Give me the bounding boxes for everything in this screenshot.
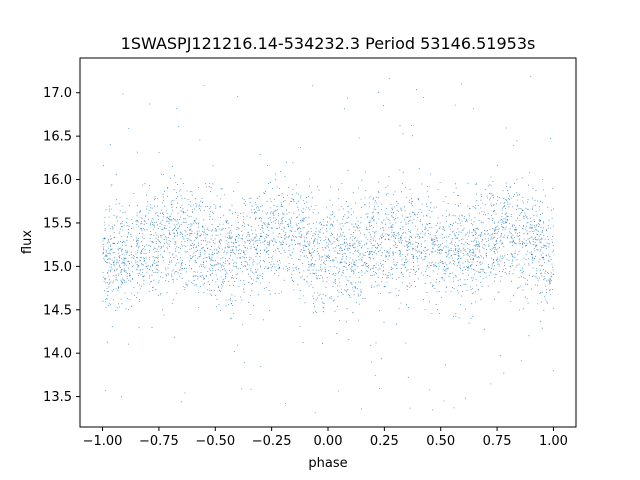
- y-tick-label: 15.0: [43, 260, 72, 275]
- plot-frame: [79, 57, 577, 428]
- chart-title: 1SWASPJ121216.14-534232.3 Period 53146.5…: [121, 34, 536, 53]
- y-axis-label: flux: [20, 230, 35, 254]
- x-tick-label: 0.75: [483, 434, 512, 449]
- y-tick-label: 15.5: [43, 216, 72, 231]
- y-axis-ticks: 13.5 14.0 14.5 15.0 15.5 16.0 16.5 17.0: [43, 86, 80, 405]
- x-tick-label: −1.00: [83, 434, 123, 449]
- x-tick-label: 0.50: [426, 434, 455, 449]
- scatter-points: [102, 75, 554, 414]
- y-tick-label: 16.0: [43, 173, 72, 188]
- y-tick-label: 17.0: [43, 86, 72, 101]
- x-tick-label: 0.00: [314, 434, 343, 449]
- x-axis-ticks: −1.00 −0.75 −0.50 −0.25 0.00 0.25 0.50 0.75 1.00: [83, 427, 568, 449]
- y-tick-label: 16.5: [43, 130, 72, 145]
- y-tick-label: 13.5: [43, 390, 72, 405]
- plot-area: [80, 58, 576, 427]
- x-axis-label: phase: [308, 456, 347, 471]
- data-points: [102, 75, 554, 414]
- x-tick-label: −0.50: [195, 434, 235, 449]
- x-tick-label: −0.25: [252, 434, 292, 449]
- y-tick-label: 14.5: [43, 303, 72, 318]
- y-tick-label: 14.0: [43, 347, 72, 362]
- x-tick-label: 0.25: [370, 434, 399, 449]
- x-tick-label: −0.75: [139, 434, 179, 449]
- x-tick-label: 1.00: [539, 434, 568, 449]
